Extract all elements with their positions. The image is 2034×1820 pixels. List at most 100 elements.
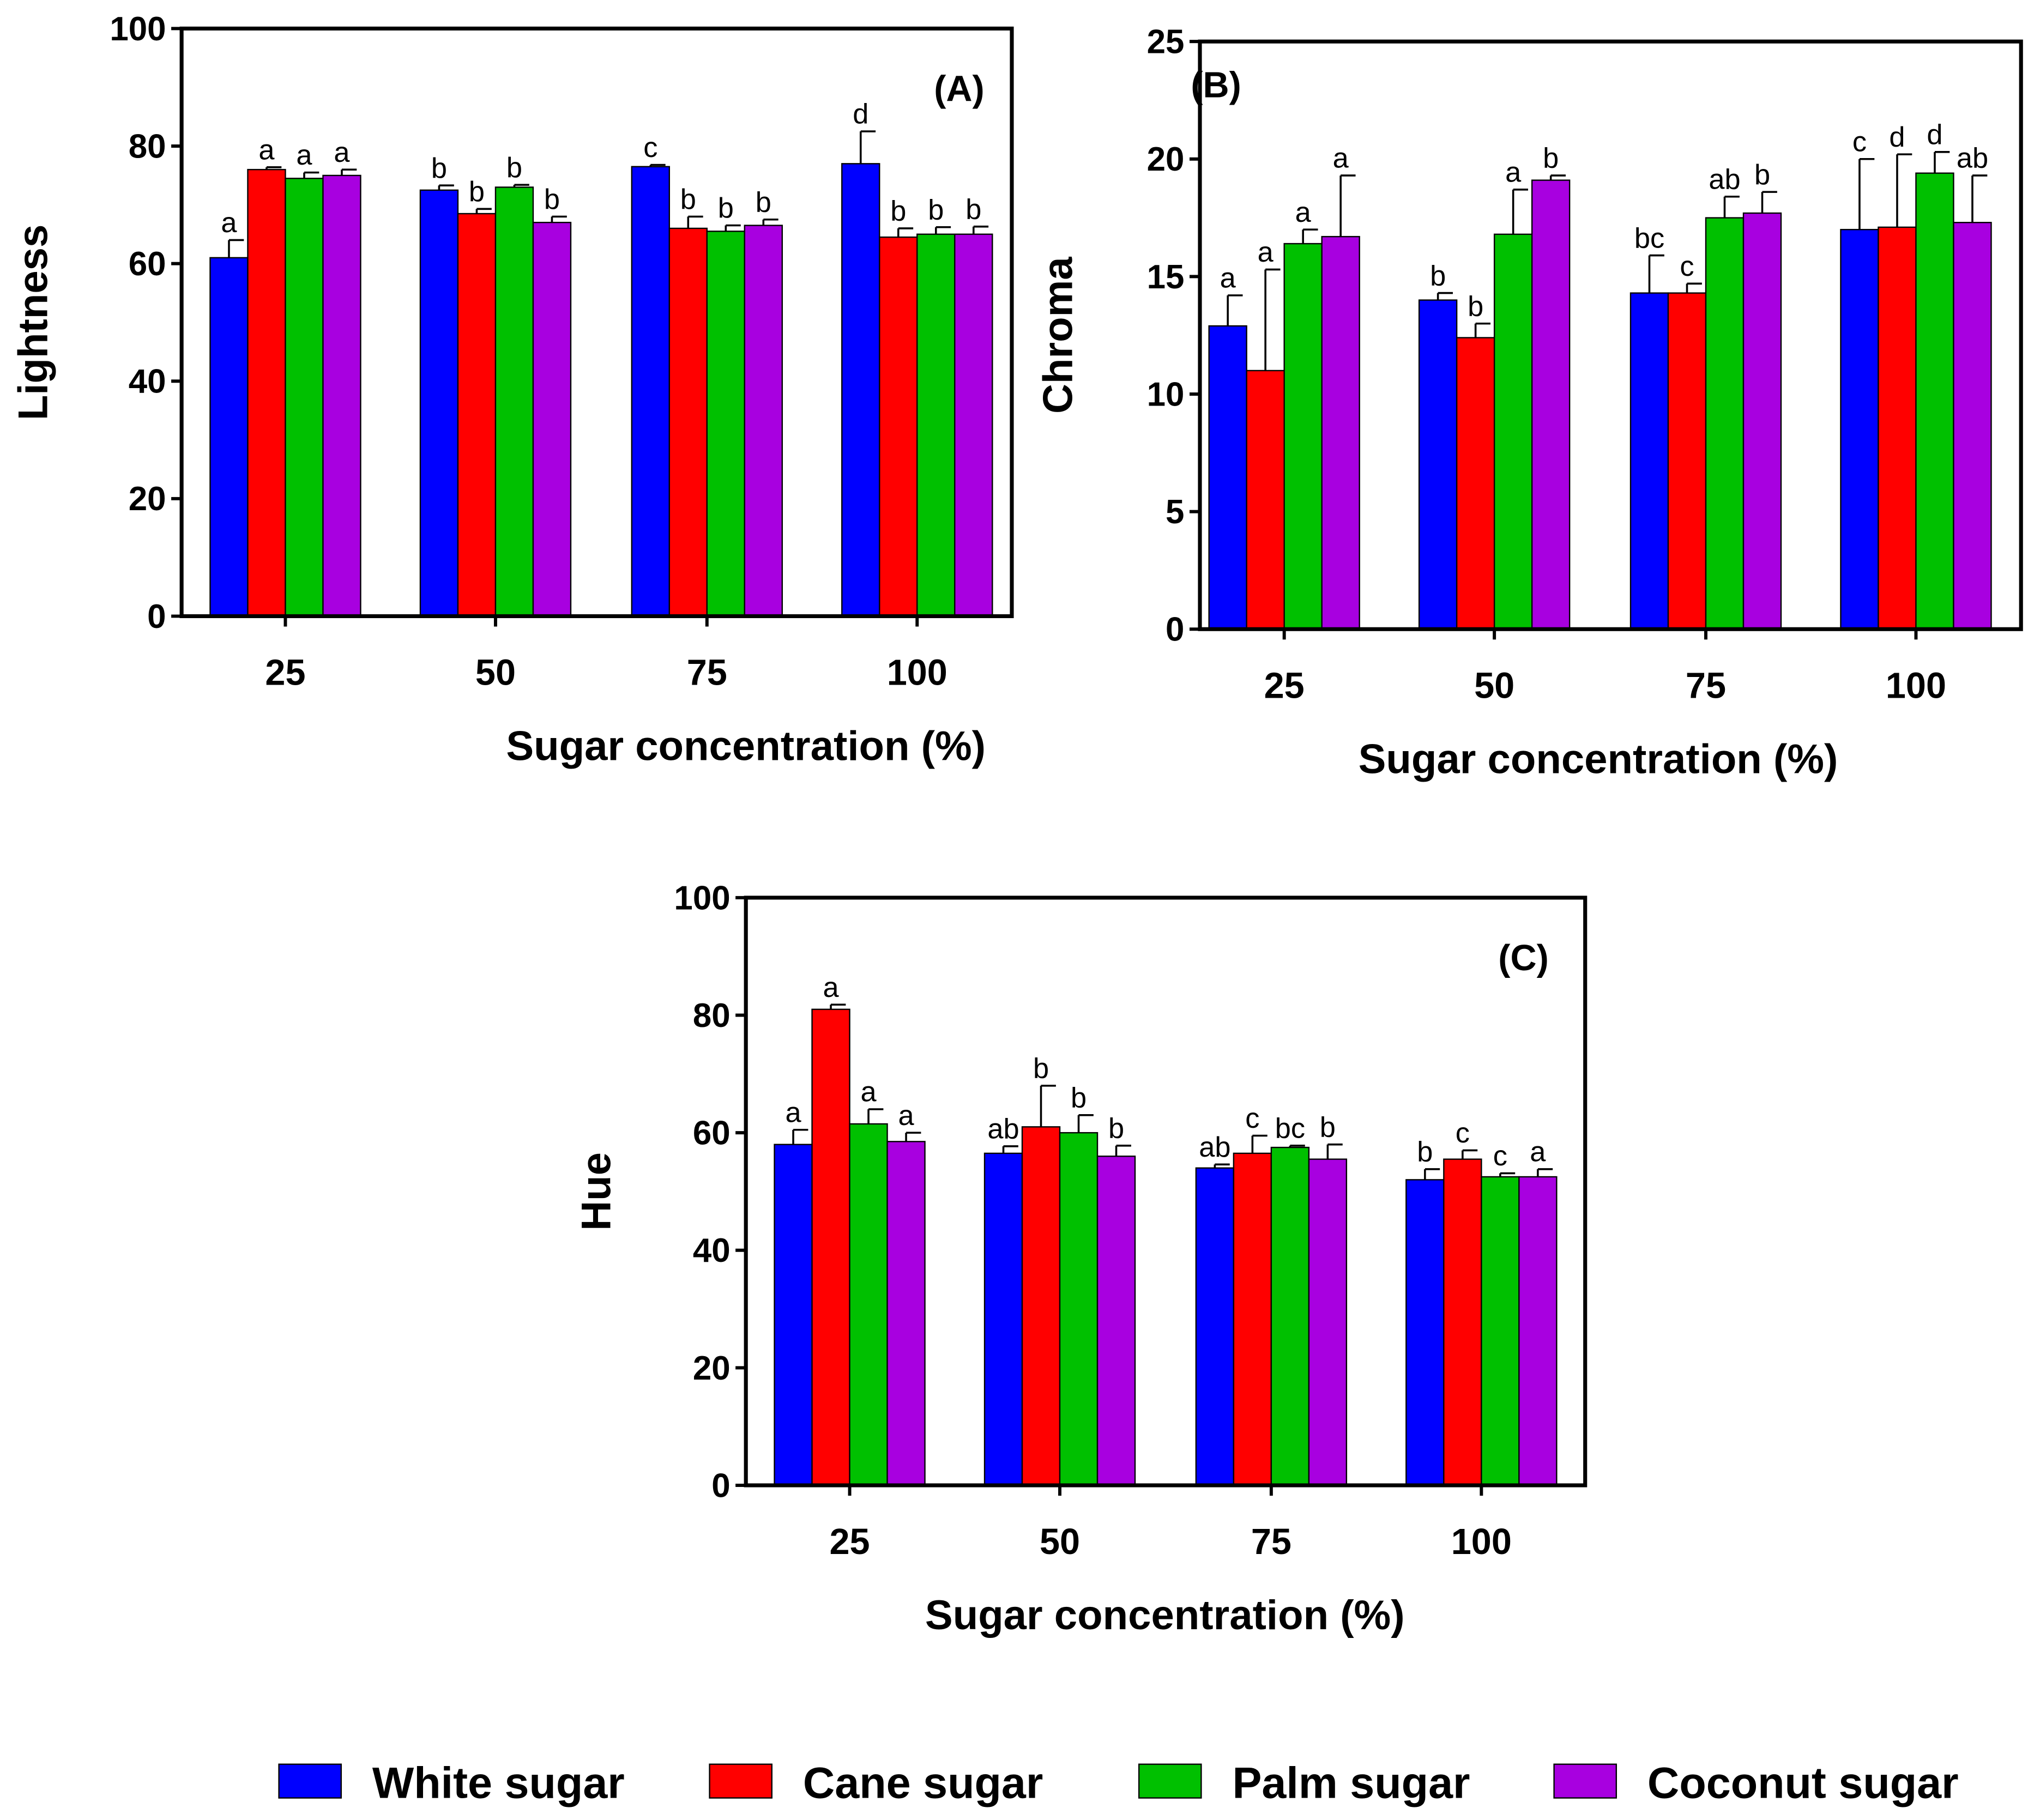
plot-frame	[179, 26, 1014, 619]
significance-letter: a	[1220, 263, 1236, 294]
y-axis-label: Lightness	[10, 225, 57, 421]
y-tick-label: 20	[1147, 141, 1185, 178]
bar	[1705, 217, 1745, 630]
bar	[1443, 1158, 1482, 1486]
bar	[1270, 1146, 1310, 1486]
bar	[494, 186, 534, 617]
x-tick-label: 75	[1251, 1522, 1291, 1562]
y-axis-label: Hue	[573, 1152, 619, 1231]
bar	[916, 233, 956, 617]
bar	[1456, 337, 1495, 630]
significance-letter: b	[1320, 1111, 1336, 1143]
significance-letter: d	[1889, 122, 1905, 153]
significance-letter: b	[756, 186, 771, 218]
significance-letter: c	[1493, 1140, 1507, 1172]
legend: White sugar Cane sugar Palm sugar Coconut s…	[278, 1759, 1959, 1808]
significance-letter: a	[785, 1097, 801, 1128]
significance-letter: c	[1852, 126, 1867, 158]
significance-letter: b	[1430, 260, 1446, 292]
y-tick-label: 0	[147, 598, 166, 636]
legend-swatch	[1553, 1763, 1617, 1799]
legend-swatch	[278, 1763, 342, 1799]
y-tick-label: 40	[693, 1232, 731, 1269]
y-axis-label: Chroma	[1035, 257, 1082, 414]
significance-letter: b	[506, 152, 522, 184]
y-tick-label: 5	[1166, 493, 1184, 531]
significance-letter: a	[334, 137, 350, 168]
significance-letter: bc	[1275, 1113, 1305, 1145]
bar	[1405, 1179, 1445, 1486]
x-tick-label: 50	[475, 653, 516, 693]
significance-letter: d	[853, 99, 868, 130]
y-tick-label: 0	[1166, 611, 1184, 649]
bar	[774, 1144, 813, 1486]
significance-letter: b	[544, 184, 560, 215]
bar	[1321, 235, 1360, 630]
significance-letter: a	[1530, 1136, 1546, 1168]
significance-letter: c	[1680, 251, 1694, 282]
significance-letter: b	[1754, 159, 1770, 191]
y-tick-label: 100	[110, 10, 166, 48]
bar	[1233, 1152, 1272, 1486]
significance-letter: b	[431, 153, 447, 184]
significance-letter: a	[1258, 237, 1274, 268]
bar	[1059, 1132, 1099, 1486]
y-tick-label: 20	[693, 1350, 731, 1387]
significance-letter: a	[823, 972, 839, 1003]
x-axis-label: Sugar concentration (%)	[1359, 736, 1838, 782]
y-tick-label: 15	[1147, 258, 1185, 296]
bar	[1840, 228, 1879, 630]
legend-item: Coconut sugar	[1553, 1759, 1959, 1808]
significance-letter: b	[718, 192, 734, 224]
bar	[954, 233, 993, 617]
bar	[744, 225, 783, 617]
legend-swatch	[1138, 1763, 1202, 1799]
significance-letter: a	[1505, 157, 1522, 189]
significance-letter: b	[965, 194, 981, 225]
bar	[1208, 325, 1247, 630]
significance-letter: a	[296, 140, 312, 171]
significance-letter: b	[928, 194, 944, 226]
significance-letter: a	[1333, 143, 1349, 174]
bar	[285, 178, 324, 617]
significance-letter: bc	[1634, 222, 1664, 254]
panel-label: (C)	[1498, 938, 1548, 978]
bar	[1418, 299, 1458, 630]
significance-letter: a	[1295, 197, 1312, 228]
significance-letter: b	[1108, 1113, 1124, 1145]
y-tick-label: 0	[711, 1467, 730, 1504]
bar	[879, 236, 918, 617]
significance-letter: a	[898, 1100, 914, 1132]
significance-letter: b	[890, 196, 906, 227]
legend-item: Palm sugar	[1138, 1759, 1470, 1808]
x-tick-label: 25	[1264, 666, 1305, 706]
bar	[1283, 243, 1323, 630]
legend-item: Cane sugar	[709, 1759, 1043, 1808]
plot-frame	[1198, 39, 2023, 631]
legend-label: Palm sugar	[1232, 1759, 1470, 1808]
significance-letter: ab	[1957, 143, 1988, 174]
bar	[1481, 1176, 1520, 1486]
y-tick-label: 60	[693, 1115, 731, 1152]
bar	[532, 221, 572, 617]
y-tick-label: 20	[129, 480, 166, 518]
bar	[706, 231, 746, 617]
bar	[811, 1008, 850, 1486]
y-tick-label: 80	[693, 997, 731, 1035]
x-tick-label: 25	[829, 1522, 870, 1562]
legend-label: Coconut sugar	[1647, 1759, 1959, 1808]
bar	[1493, 233, 1533, 630]
y-tick-label: 100	[674, 879, 730, 917]
x-axis-label: Sugar concentration (%)	[506, 723, 986, 770]
bar	[1742, 212, 1782, 630]
x-tick-label: 50	[1474, 666, 1514, 706]
significance-letter: b	[469, 176, 485, 208]
bar	[983, 1152, 1023, 1486]
plot-frame	[744, 896, 1588, 1488]
bar	[1021, 1126, 1061, 1486]
bar	[668, 227, 708, 617]
significance-letter: b	[1543, 143, 1559, 174]
